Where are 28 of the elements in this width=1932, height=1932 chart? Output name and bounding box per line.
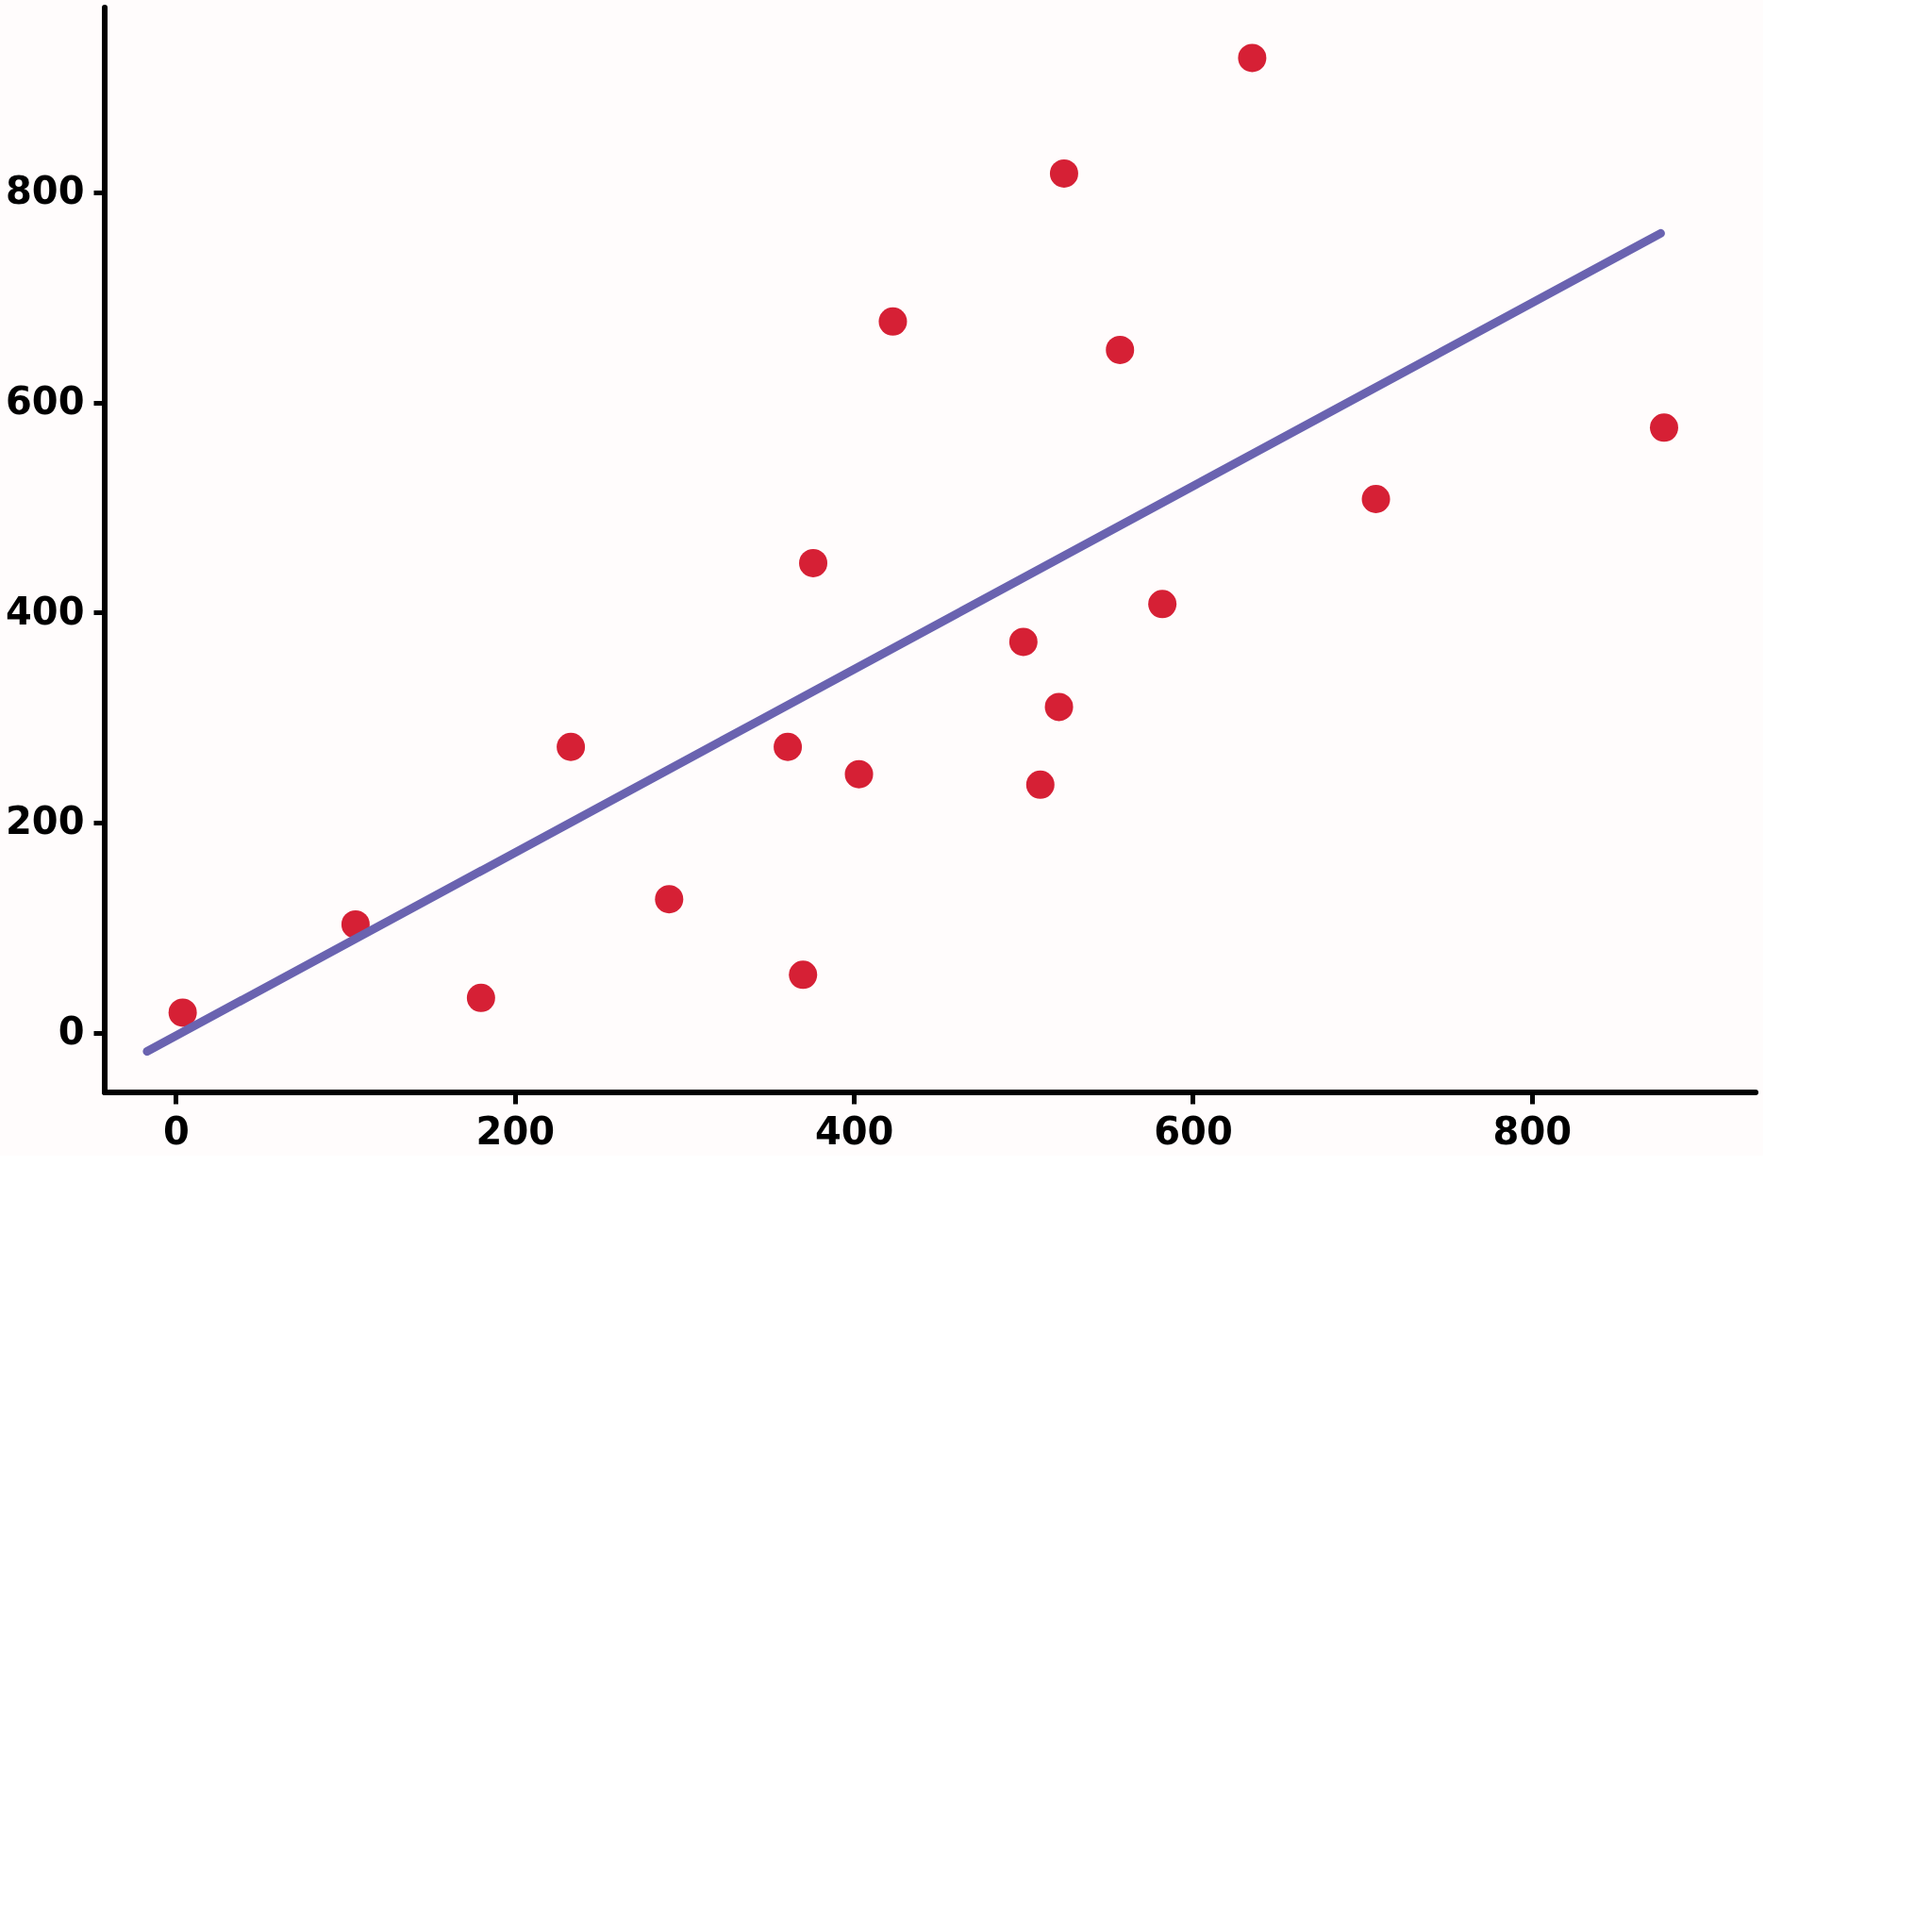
point <box>1361 485 1391 513</box>
point <box>1008 627 1038 657</box>
y-tick-label: 0 <box>58 1009 85 1054</box>
point <box>655 885 684 914</box>
x-tick-label: 400 <box>814 1108 894 1153</box>
point <box>1044 692 1074 722</box>
point <box>1148 590 1177 619</box>
point <box>168 998 197 1027</box>
point <box>1049 158 1078 188</box>
point <box>1106 335 1135 364</box>
point <box>844 759 874 789</box>
x-tick-label: 0 <box>163 1108 190 1153</box>
point <box>878 307 908 336</box>
y-tick-label: 800 <box>6 169 85 213</box>
x-tick-label: 800 <box>1492 1108 1573 1153</box>
point <box>789 960 818 990</box>
y-tick-label: 600 <box>6 379 85 424</box>
point <box>774 732 803 761</box>
y-tick-label: 400 <box>6 589 85 633</box>
point <box>1238 43 1267 73</box>
point <box>466 983 495 1012</box>
x-tick-label: 600 <box>1154 1108 1233 1153</box>
point <box>557 732 586 761</box>
x-tick-label: 200 <box>475 1108 556 1153</box>
point <box>799 548 828 577</box>
point <box>1649 413 1678 442</box>
y-tick-label: 200 <box>6 799 85 843</box>
point <box>1025 770 1055 799</box>
